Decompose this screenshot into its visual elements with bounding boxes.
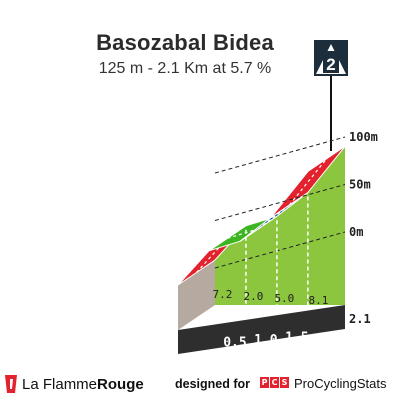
pcs-letter: P: [260, 377, 269, 388]
footer: La Flamme Rouge designed for P C S ProCy…: [0, 372, 405, 398]
distance-label: 0.5: [223, 336, 246, 351]
elevation-gridline: [214, 136, 346, 174]
total-distance-label: 2.1: [349, 312, 371, 326]
brand-text-la: La Flamme: [22, 375, 98, 393]
pcs-letter: C: [270, 377, 279, 388]
elevation-tick-label: 50m: [349, 178, 371, 192]
segment-gradient-label: 7.2: [213, 288, 233, 301]
profile-side-wall: [178, 260, 215, 330]
distance-label: 1.0: [254, 333, 278, 348]
distance-label: 1.5: [285, 331, 308, 346]
segment-gradient-label: 5.0: [274, 292, 294, 305]
profile-base: [178, 305, 345, 354]
elevation-gridline: [214, 184, 346, 221]
segment-center-line: [288, 158, 327, 206]
procyclingstats-link[interactable]: ProCyclingStats: [294, 376, 387, 391]
title-block: Basozabal Bidea 125 m - 2.1 Km at 5.7 %: [0, 30, 370, 78]
profile-face: [215, 146, 345, 305]
elevation-gridline: [214, 231, 346, 269]
elevation-tick-label: 0m: [349, 225, 363, 239]
climb-subtitle: 125 m - 2.1 Km at 5.7 %: [98, 60, 272, 77]
category-badge-label: 2: [326, 55, 335, 74]
elevation-profile-chart: 2 0m 50m 100m 7.2 2.0 5.0 8.1 0.5 1.0 1.5 2.1: [177, 40, 378, 354]
segment-center-line: [227, 228, 259, 239]
segment-gradient-label: 2.0: [243, 290, 263, 303]
laflammerouge-brand[interactable]: La Flamme Rouge: [2, 374, 144, 394]
brand-text-rouge: Rouge: [97, 375, 144, 393]
laflammerouge-logo-icon: [5, 375, 17, 393]
designed-for-label: designed for: [175, 377, 251, 391]
pcs-logo-icon: P C S: [260, 377, 289, 388]
segment-gradient-label: 8.1: [308, 294, 328, 307]
climb-title: Basozabal Bidea: [96, 30, 274, 55]
pcs-letter: S: [280, 377, 289, 388]
elevation-tick-label: 100m: [349, 130, 378, 144]
